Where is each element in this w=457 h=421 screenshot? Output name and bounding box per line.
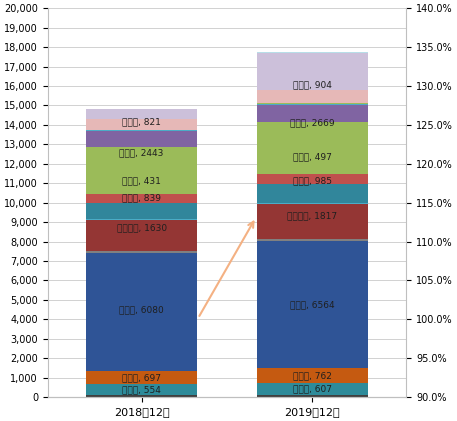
Text: 兵庫県, 821: 兵庫県, 821 [122,117,161,126]
Bar [86,147,197,194]
Text: 東京都, 6564: 東京都, 6564 [290,300,335,309]
Bar [86,203,197,219]
Text: 神奈川県, 1630: 神奈川県, 1630 [117,223,167,232]
Bar [86,371,197,384]
Bar [257,103,368,104]
Bar [86,131,197,147]
Text: 大阪府, 2443: 大阪府, 2443 [119,149,164,157]
Bar [257,395,368,397]
Bar [257,383,368,395]
Bar [86,220,197,251]
Bar [257,184,368,203]
Bar [257,174,368,184]
Bar [257,204,368,239]
Bar [86,130,197,131]
Text: 神奈川県, 1817: 神奈川県, 1817 [287,212,337,221]
Text: 千葉県, 697: 千葉県, 697 [122,373,161,382]
Bar [86,253,197,371]
Bar [86,384,197,395]
Bar [257,240,368,368]
Bar [257,104,368,122]
Text: 京都府, 431: 京都府, 431 [122,176,161,185]
Text: 京都府, 497: 京都府, 497 [293,152,332,161]
Bar [257,239,368,240]
Bar [257,52,368,53]
Text: 愛知県, 839: 愛知県, 839 [122,193,161,202]
Text: 千葉県, 762: 千葉県, 762 [293,371,332,380]
Bar [86,194,197,203]
Text: 埼玉県, 554: 埼玉県, 554 [122,385,161,394]
Text: 兵庫県, 904: 兵庫県, 904 [293,80,332,89]
Text: 愛知県, 985: 愛知県, 985 [293,176,332,185]
Bar [257,203,368,204]
Bar [86,119,197,130]
Bar [86,395,197,397]
Bar [86,251,197,253]
Text: 大阪府, 2669: 大阪府, 2669 [290,118,335,127]
Text: 東京都, 6080: 東京都, 6080 [119,305,164,314]
Bar [257,90,368,103]
Bar [257,122,368,174]
Bar [257,368,368,383]
Bar [86,109,197,119]
Text: 埼玉県, 607: 埼玉県, 607 [293,384,332,393]
Bar [86,219,197,220]
Bar [257,53,368,90]
